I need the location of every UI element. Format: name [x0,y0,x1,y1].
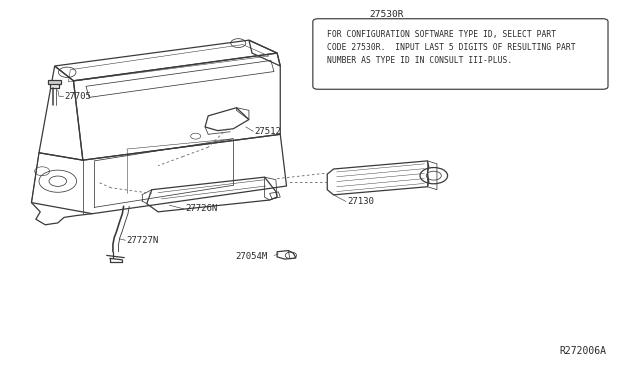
Text: 27130: 27130 [348,197,374,206]
Text: R272006A: R272006A [559,346,606,356]
FancyBboxPatch shape [313,19,608,89]
Text: 27054M: 27054M [236,251,268,261]
Text: 27727N: 27727N [127,236,159,245]
Text: FOR CONFIGURATION SOFTWARE TYPE ID, SELECT PART
CODE 27530R.  INPUT LAST 5 DIGIT: FOR CONFIGURATION SOFTWARE TYPE ID, SELE… [327,30,576,65]
Polygon shape [48,80,61,84]
Text: 27726N: 27726N [185,204,217,214]
Text: 27705: 27705 [64,92,91,101]
Text: 27512: 27512 [254,127,281,136]
Text: 27530R: 27530R [369,10,404,19]
Polygon shape [50,83,59,88]
